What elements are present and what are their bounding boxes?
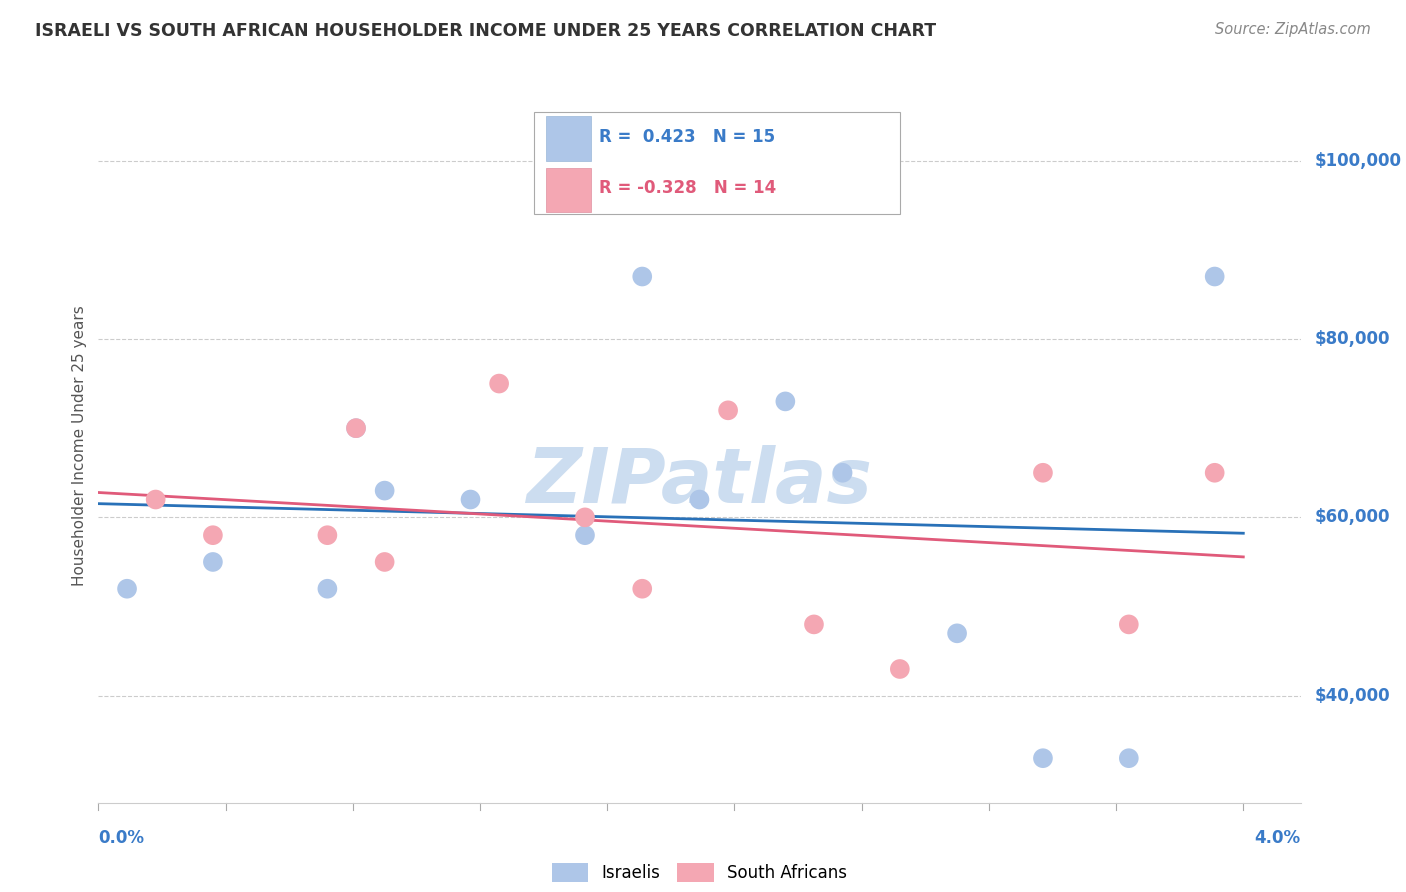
Point: [1204, 269, 1226, 284]
Text: R =  0.423   N = 15: R = 0.423 N = 15: [599, 128, 775, 146]
Text: $100,000: $100,000: [1315, 152, 1402, 169]
Text: 0.0%: 0.0%: [98, 829, 145, 847]
Point: [889, 662, 911, 676]
Point: [344, 421, 367, 435]
Point: [316, 528, 339, 542]
Point: [1032, 751, 1054, 765]
Point: [775, 394, 797, 409]
Text: $80,000: $80,000: [1315, 330, 1391, 348]
Point: [1118, 751, 1140, 765]
Y-axis label: Householder Income Under 25 years: Householder Income Under 25 years: [72, 306, 87, 586]
Legend: Israelis, South Africans: Israelis, South Africans: [547, 858, 852, 888]
Point: [631, 269, 654, 284]
Point: [374, 555, 396, 569]
Text: $60,000: $60,000: [1315, 508, 1391, 526]
Point: [488, 376, 510, 391]
Text: ISRAELI VS SOUTH AFRICAN HOUSEHOLDER INCOME UNDER 25 YEARS CORRELATION CHART: ISRAELI VS SOUTH AFRICAN HOUSEHOLDER INC…: [35, 22, 936, 40]
Point: [574, 510, 596, 524]
Text: $40,000: $40,000: [1315, 687, 1391, 705]
Point: [803, 617, 825, 632]
Point: [460, 492, 482, 507]
Text: Source: ZipAtlas.com: Source: ZipAtlas.com: [1215, 22, 1371, 37]
Point: [201, 528, 224, 542]
Point: [145, 492, 167, 507]
Text: ZIPatlas: ZIPatlas: [526, 445, 873, 518]
Point: [631, 582, 654, 596]
Point: [831, 466, 853, 480]
Point: [574, 528, 596, 542]
Point: [1118, 617, 1140, 632]
Text: R = -0.328   N = 14: R = -0.328 N = 14: [599, 179, 776, 197]
Point: [688, 492, 710, 507]
Point: [374, 483, 396, 498]
Point: [717, 403, 740, 417]
Point: [316, 582, 339, 596]
Point: [1032, 466, 1054, 480]
Point: [201, 555, 224, 569]
Point: [344, 421, 367, 435]
Point: [946, 626, 969, 640]
Text: 4.0%: 4.0%: [1254, 829, 1301, 847]
Point: [1204, 466, 1226, 480]
Point: [115, 582, 138, 596]
